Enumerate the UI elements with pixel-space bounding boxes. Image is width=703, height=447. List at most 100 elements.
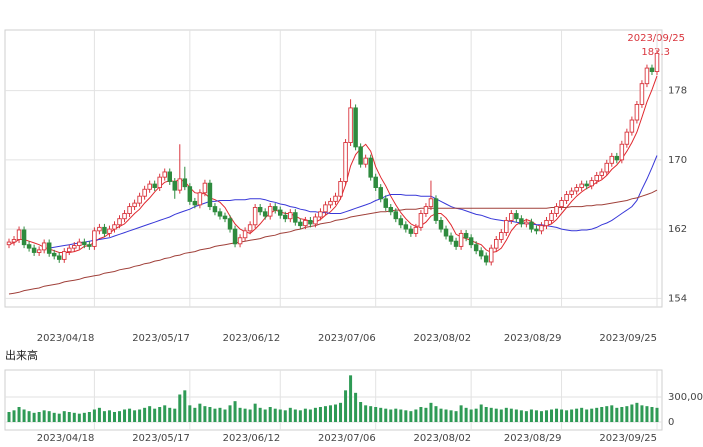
candle-body	[629, 119, 635, 133]
volume-bar	[303, 408, 307, 422]
candle-body	[192, 200, 198, 206]
x-tick-label: 2023/04/18	[37, 433, 95, 444]
volume-bar	[610, 405, 614, 422]
candle-body	[403, 224, 409, 230]
volume-bar	[339, 402, 343, 422]
y-tick-label: 300,000	[668, 392, 703, 403]
volume-bar	[178, 394, 182, 422]
volume-bar	[188, 405, 192, 422]
candle-body	[197, 192, 203, 206]
volume-bar	[344, 390, 348, 422]
candle-body	[488, 247, 494, 263]
volume-bar	[464, 407, 468, 422]
y-tick-label: 0	[668, 417, 674, 428]
volume-bar	[635, 402, 639, 422]
volume-bar	[77, 413, 81, 422]
candle-body	[574, 187, 579, 192]
volume-bar	[439, 408, 443, 422]
candle-body	[182, 178, 188, 188]
candle-body	[634, 103, 640, 121]
volume-bar	[625, 406, 629, 422]
candle-body	[453, 240, 459, 247]
candle-body	[72, 245, 77, 249]
volume-bar	[228, 405, 232, 422]
x-tick-label: 2023/05/17	[132, 433, 190, 444]
volume-bar	[499, 409, 503, 422]
candle-body	[46, 242, 52, 254]
volume-bar	[404, 410, 408, 422]
candle-body	[418, 213, 424, 228]
candle-body	[288, 212, 293, 220]
candle-body	[212, 206, 218, 213]
candle-body	[343, 142, 348, 182]
volume-bar	[349, 375, 353, 422]
volume-bar	[444, 409, 448, 422]
x-tick-label: 2023/08/02	[413, 433, 471, 444]
volume-bar	[419, 407, 423, 422]
volume-bar	[62, 411, 66, 422]
volume-bar	[248, 409, 252, 422]
x-tick-label: 2023/06/12	[223, 433, 281, 444]
candle-body	[654, 52, 660, 73]
price-panel	[4, 29, 663, 308]
volume-bar	[263, 409, 267, 422]
candle-body	[519, 218, 524, 225]
volume-bar	[590, 408, 594, 422]
volume-bar	[213, 408, 217, 422]
candle-body	[237, 237, 243, 245]
volume-bar	[550, 409, 554, 422]
y-tick-label: 162	[668, 224, 687, 235]
candle-body	[187, 186, 193, 202]
volume-bar	[379, 407, 383, 422]
x-tick-label: 2023/08/29	[504, 433, 562, 444]
volume-bar	[655, 407, 659, 422]
candle-body	[172, 181, 178, 191]
candle-body	[137, 195, 142, 204]
candle-body	[308, 219, 313, 225]
volume-bar	[42, 410, 46, 422]
candle-body	[262, 211, 268, 217]
candle-body	[363, 157, 368, 165]
candle-body	[604, 162, 610, 173]
volume-bar	[529, 409, 533, 422]
candle-body	[318, 211, 323, 218]
candle-body	[393, 211, 399, 220]
volume-bar	[218, 407, 222, 422]
candle-body	[278, 209, 283, 216]
candle-body	[227, 218, 233, 230]
candle-body	[559, 200, 564, 208]
moving-average-line	[8, 75, 658, 254]
volume-bar	[102, 411, 106, 422]
volume-bar	[107, 410, 111, 422]
candle-body	[82, 241, 87, 246]
volume-bar	[459, 405, 463, 422]
volume-bar	[143, 407, 147, 422]
volume-bar	[474, 408, 478, 422]
volume-bar	[243, 408, 247, 422]
x-tick-label: 2023/06/12	[223, 333, 281, 344]
candle-body	[132, 202, 137, 208]
candle-body	[202, 182, 208, 194]
volume-bar	[168, 407, 172, 422]
candle-body	[272, 206, 278, 211]
candle-body	[87, 244, 92, 247]
volume-bar	[394, 408, 398, 422]
volume-bar	[524, 411, 528, 422]
candle-body	[443, 228, 449, 237]
candle-body	[423, 206, 429, 214]
volume-bar	[544, 410, 548, 422]
volume-bar	[138, 409, 142, 422]
volume-bar	[22, 409, 26, 422]
candle-body	[649, 67, 655, 73]
volume-bar	[223, 409, 227, 422]
candle-body	[569, 190, 574, 195]
candle-body	[448, 235, 454, 242]
volume-bar	[429, 402, 433, 422]
candle-body	[514, 213, 519, 220]
volume-bar	[414, 409, 418, 422]
candle-body	[468, 237, 474, 246]
volume-bar	[615, 407, 619, 422]
candle-body	[373, 176, 378, 188]
x-tick-label: 2023/08/29	[504, 333, 562, 344]
volume-bar	[273, 408, 277, 422]
